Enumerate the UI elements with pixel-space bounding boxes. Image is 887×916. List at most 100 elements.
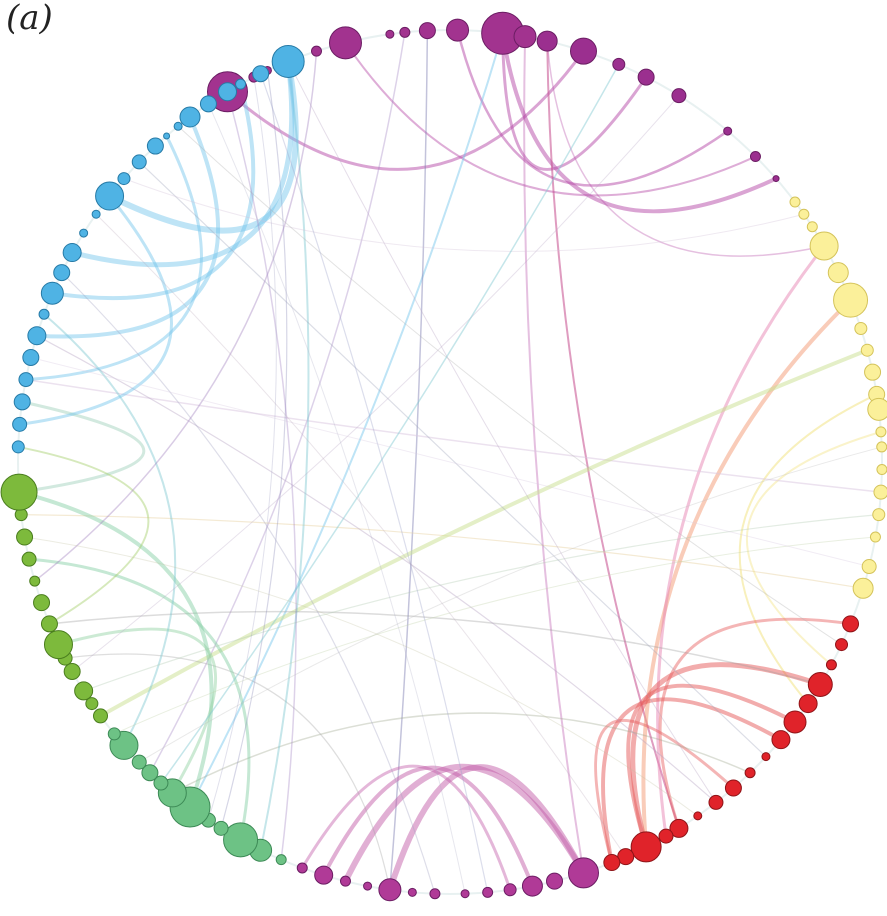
panel-label: (a): [6, 0, 53, 38]
network-node-yellow: [875, 426, 887, 438]
network-node-blue: [53, 264, 71, 282]
network-node-yellow: [873, 484, 887, 500]
network-node-blue: [40, 281, 64, 305]
edge-layer: [17, 28, 883, 895]
network-node-purple: [723, 126, 733, 136]
network-edge: [24, 536, 699, 817]
network-node-magenta-bottom: [429, 888, 441, 900]
network-node-blue: [218, 82, 238, 102]
network-node-yellow: [854, 322, 868, 336]
network-edge: [594, 718, 735, 865]
network-node-purple-top: [311, 45, 323, 57]
network-edge: [56, 627, 218, 795]
network-edge: [30, 356, 870, 568]
network-node-yellow: [852, 577, 874, 599]
network-edge: [106, 58, 299, 234]
network-node-blue: [117, 172, 131, 186]
network-node-purple: [612, 57, 626, 71]
network-edge: [344, 41, 757, 197]
network-edge: [71, 95, 680, 672]
network-node-yellow: [789, 196, 801, 208]
network-node-yellow: [876, 441, 887, 453]
network-node-red: [724, 779, 742, 797]
network-node-blue: [173, 121, 183, 131]
network-node-purple-top: [328, 26, 362, 60]
network-edge: [17, 490, 214, 810]
network-edge: [546, 40, 825, 257]
network-edge: [386, 764, 587, 893]
network-edge: [342, 763, 587, 885]
network-node-yellow: [869, 531, 881, 543]
network-node-yellow: [861, 559, 877, 575]
network-edge: [189, 32, 504, 809]
network-edge: [207, 76, 277, 821]
network-node-red: [761, 752, 771, 762]
network-node-red: [825, 659, 837, 671]
network-node-red: [842, 615, 860, 633]
network-node-lime: [33, 594, 51, 612]
network-edge: [50, 82, 256, 301]
network-node-red: [835, 638, 849, 652]
network-edge: [630, 662, 823, 850]
network-node-red: [630, 831, 662, 863]
network-edge: [24, 134, 203, 382]
network-edge: [171, 712, 751, 794]
network-node-yellow: [872, 508, 886, 522]
network-node-yellow: [827, 262, 849, 284]
network-node-blue: [95, 181, 125, 211]
network-edge: [501, 31, 648, 171]
network-edge: [83, 514, 880, 692]
node-layer: [0, 11, 887, 902]
network-edge: [33, 50, 318, 582]
network-node-red: [658, 828, 674, 844]
network-node-lime: [21, 551, 37, 567]
network-node-green: [107, 727, 121, 741]
network-node-lime: [63, 662, 81, 680]
network-node-yellow: [833, 282, 869, 318]
network-node-blue: [79, 228, 89, 238]
network-node-lime: [93, 708, 109, 724]
network-edge: [36, 335, 717, 804]
network-node-red: [693, 811, 703, 821]
network-node-red: [807, 671, 833, 697]
network-node-blue: [146, 137, 164, 155]
network-edge: [177, 125, 843, 646]
network-node-yellow: [809, 231, 839, 261]
network-node-lime: [40, 615, 58, 633]
network-edge: [25, 378, 882, 493]
network-node-purple-top: [418, 22, 436, 40]
network-edge: [27, 557, 251, 842]
network-edge: [98, 348, 870, 718]
network-edge: [641, 298, 853, 849]
network-node-green: [213, 820, 229, 836]
network-node-blue: [27, 326, 47, 346]
network-node-red: [783, 710, 807, 734]
network-edge: [149, 31, 406, 774]
network-node-green: [153, 775, 169, 791]
network-node-purple: [749, 151, 761, 163]
network-node-green: [223, 822, 259, 858]
network-edge: [123, 178, 805, 252]
network-node-purple: [772, 175, 780, 183]
network-edge: [95, 213, 627, 858]
network-node-blue: [22, 348, 40, 366]
network-node-blue: [163, 132, 171, 140]
network-node-lime: [16, 528, 34, 546]
network-edge: [220, 69, 288, 829]
network-node-blue: [199, 95, 217, 113]
network-edge: [287, 60, 717, 803]
network-edge: [389, 29, 429, 891]
network-edge: [43, 313, 177, 747]
network-node-yellow: [806, 221, 818, 233]
network-node-magenta-bottom: [546, 872, 564, 890]
network-node-purple-top: [446, 18, 470, 42]
network-edge: [69, 58, 295, 268]
network-node-magenta-bottom: [503, 883, 517, 897]
network-node-lime: [74, 681, 94, 701]
network-node-magenta-bottom: [567, 857, 599, 889]
network-node-red: [744, 767, 756, 779]
network-edge: [138, 446, 883, 763]
network-edge: [17, 445, 150, 625]
network-node-purple: [569, 37, 597, 65]
